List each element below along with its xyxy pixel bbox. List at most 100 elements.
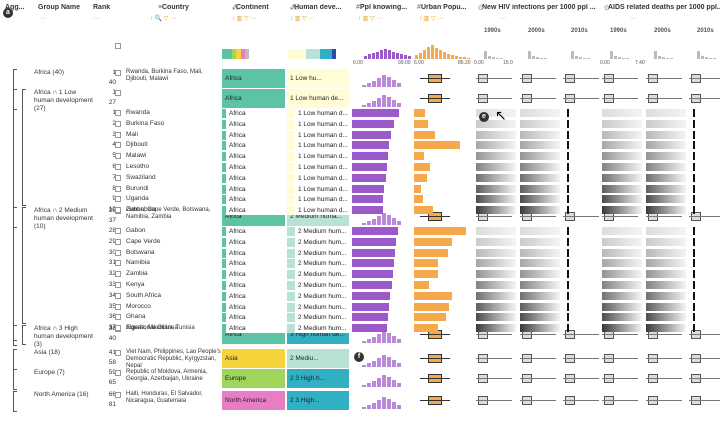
row-checkbox[interactable] <box>115 153 121 160</box>
col-header-rank[interactable]: Rank <box>93 4 111 11</box>
row-checkbox[interactable] <box>115 228 121 234</box>
continent-summary-bar[interactable] <box>245 49 249 59</box>
row-decade-heatmap <box>646 302 686 311</box>
row-checkbox[interactable] <box>115 120 121 127</box>
group-checkbox[interactable] <box>115 350 121 356</box>
group-bracket[interactable] <box>13 69 17 341</box>
human-summary-bar[interactable] <box>320 49 332 59</box>
row-checkbox[interactable] <box>115 282 121 288</box>
group-name[interactable]: North America (16) <box>34 391 89 398</box>
group-name[interactable]: Asia (18) <box>34 349 61 356</box>
row-checkbox[interactable] <box>115 292 121 299</box>
group-countries: Rwanda, Burkina Faso, Mali, Djibouti, Ma… <box>126 69 203 82</box>
group-rank-bottom: 37 <box>108 217 116 224</box>
row-decade-heatmap <box>476 281 516 289</box>
group-name[interactable]: Africa ∩ 2 Medium human development (10) <box>34 207 93 230</box>
col-header-human[interactable]: Human deve... <box>294 4 342 11</box>
group-bracket[interactable] <box>13 391 17 412</box>
column-toolbar[interactable]: ↕ ▥ ▽ ⋯ <box>290 16 315 22</box>
column-toolbar[interactable]: ↕ ▥ ▽ ⋯ <box>419 16 444 22</box>
decade-subheader[interactable]: 1990s <box>484 28 501 34</box>
row-checkbox[interactable] <box>115 207 121 214</box>
row-decade-heatmap <box>520 184 560 193</box>
column-toolbar[interactable]: ↕ ▥ ▽ ⋯ <box>232 16 257 22</box>
group-name[interactable]: Africa ∩ 3 High human development (3) <box>34 325 93 348</box>
group-checkbox[interactable] <box>115 370 121 376</box>
decade-subheader[interactable]: 2010s <box>697 28 714 34</box>
row-checkbox[interactable] <box>115 185 121 192</box>
row-checkbox[interactable] <box>115 164 121 170</box>
row-checkbox[interactable] <box>115 196 121 203</box>
group-continent[interactable]: Africa <box>222 89 285 108</box>
group-human-dev[interactable]: 2 3 High... <box>287 391 349 410</box>
group-name[interactable]: Africa ∩ 1 Low human development (27) <box>34 89 93 112</box>
row-checkbox[interactable] <box>115 271 121 278</box>
group-bracket[interactable] <box>13 89 17 110</box>
col-header-group[interactable]: Group Name <box>38 4 81 11</box>
group-human-dev[interactable]: 1 Low hu... <box>287 69 349 88</box>
column-toolbar[interactable]: ↕ 🔍 ▽ ⋯ <box>150 16 177 22</box>
group-checkbox[interactable] <box>115 90 121 96</box>
decade-subheader[interactable]: 2000s <box>528 28 545 34</box>
group-bracket[interactable] <box>13 207 17 228</box>
column-toolbar[interactable]: ⋯ <box>630 16 636 22</box>
subgroup-bracket[interactable] <box>22 207 26 324</box>
group-continent[interactable]: Asia <box>222 349 285 368</box>
group-checkbox[interactable] <box>115 70 121 76</box>
row-checkbox[interactable] <box>115 142 121 149</box>
row-decade-mark <box>693 324 695 333</box>
continent-summary-bar[interactable] <box>241 49 245 59</box>
row-checkbox[interactable] <box>115 110 121 116</box>
column-toolbar[interactable]: ⋯ <box>40 16 46 22</box>
row-checkbox[interactable] <box>115 325 121 332</box>
column-toolbar[interactable]: ↕ ▥ ▽ ⋯ <box>358 16 383 22</box>
group-continent[interactable]: Africa <box>222 69 285 88</box>
decade-subheader[interactable]: 1990s <box>610 28 627 34</box>
urban-histogram-bin <box>415 55 418 59</box>
col-header-urban[interactable]: Urban Popu... <box>421 4 467 11</box>
row-decade-heatmap <box>602 173 642 182</box>
group-continent[interactable]: North America <box>222 391 285 410</box>
group-checkbox[interactable] <box>115 392 121 398</box>
human-summary-bar[interactable] <box>306 49 320 59</box>
group-continent[interactable]: Europe <box>222 369 285 388</box>
group-bracket[interactable] <box>13 369 17 390</box>
decade-histogram-bin <box>709 58 712 59</box>
human-summary-bar[interactable] <box>332 49 336 59</box>
col-header-ppl[interactable]: Ppl knowing... <box>360 4 408 11</box>
column-toolbar[interactable]: ⋯ <box>500 16 506 22</box>
col-header-hiv[interactable]: New HIV infections per 1000 ppl ... <box>482 4 596 11</box>
row-decade-heatmap <box>646 119 686 128</box>
decade-subheader[interactable]: 2010s <box>571 28 588 34</box>
row-decade-heatmap <box>646 237 686 246</box>
select-all-checkbox[interactable] <box>115 43 121 49</box>
boxplot-whisker <box>520 334 556 335</box>
continent-summary-bar[interactable] <box>236 49 241 59</box>
group-bracket[interactable] <box>13 349 17 370</box>
continent-summary-bar[interactable] <box>232 49 236 59</box>
group-name[interactable]: Africa (40) <box>34 69 64 76</box>
human-summary-bar[interactable] <box>288 49 306 59</box>
row-checkbox[interactable] <box>115 174 121 181</box>
group-human-dev[interactable]: 2 Mediu... <box>287 349 349 368</box>
row-checkbox[interactable] <box>115 238 121 245</box>
row-checkbox[interactable] <box>115 131 121 138</box>
group-human-dev[interactable]: 1 Low human de... <box>287 89 349 108</box>
row-checkbox[interactable] <box>115 249 121 256</box>
group-bracket[interactable] <box>13 325 17 346</box>
group-name[interactable]: Europe (7) <box>34 369 65 376</box>
row-checkbox[interactable] <box>115 303 121 310</box>
column-toolbar[interactable]: ⋯ <box>93 16 99 22</box>
continent-summary-bar[interactable] <box>222 49 232 59</box>
group-ppl-histogram <box>367 103 371 107</box>
col-header-agg[interactable]: Agg... <box>5 4 25 11</box>
col-header-country[interactable]: Country <box>162 4 189 11</box>
col-header-continent[interactable]: Continent <box>236 4 269 11</box>
decade-subheader[interactable]: 2000s <box>654 28 671 34</box>
subgroup-bracket[interactable] <box>22 89 26 206</box>
subgroup-bracket[interactable] <box>22 325 26 345</box>
col-header-aids[interactable]: AIDS related deaths per 1000 ppl... <box>608 4 720 11</box>
row-checkbox[interactable] <box>115 314 121 321</box>
group-human-dev[interactable]: 2 3 High h... <box>287 369 349 388</box>
row-checkbox[interactable] <box>115 260 121 267</box>
